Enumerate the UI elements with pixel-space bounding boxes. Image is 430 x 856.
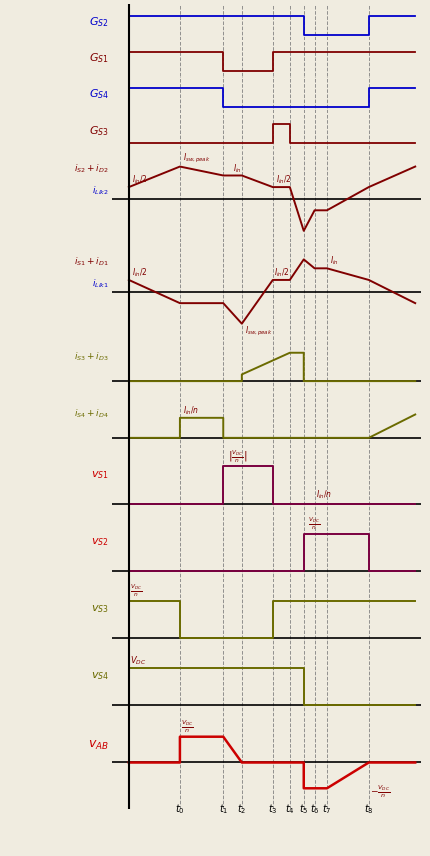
Text: $i_{Llk2}$: $i_{Llk2}$ xyxy=(92,184,109,197)
Text: $I_{sw,peak}$: $I_{sw,peak}$ xyxy=(245,324,272,337)
Text: $I_{in}/2$: $I_{in}/2$ xyxy=(274,266,290,279)
Text: $\frac{V_{DC}}{n}$: $\frac{V_{DC}}{n}$ xyxy=(308,515,321,532)
Text: $G_{S2}$: $G_{S2}$ xyxy=(89,15,109,29)
Text: $I_{sw,peak}$: $I_{sw,peak}$ xyxy=(183,152,210,165)
Text: $i_{S4}+i_{D4}$: $i_{S4}+i_{D4}$ xyxy=(74,407,109,420)
Text: $I_{in}/2$: $I_{in}/2$ xyxy=(276,174,292,187)
Text: $V_{DC}$: $V_{DC}$ xyxy=(130,654,147,667)
Text: $\frac{V_{DC}}{n}$: $\frac{V_{DC}}{n}$ xyxy=(181,719,194,735)
Text: $t_2$: $t_2$ xyxy=(237,802,246,817)
Text: $t_4$: $t_4$ xyxy=(285,802,295,817)
Text: $t_5$: $t_5$ xyxy=(299,802,309,817)
Text: $t_3$: $t_3$ xyxy=(268,802,278,817)
Text: $i_{Llk1}$: $i_{Llk1}$ xyxy=(92,277,109,289)
Text: $v_{AB}$: $v_{AB}$ xyxy=(88,740,109,752)
Text: $t_1$: $t_1$ xyxy=(218,802,228,817)
Text: $\frac{V_{DC}}{n}$: $\frac{V_{DC}}{n}$ xyxy=(130,584,143,599)
Text: $G_{S4}$: $G_{S4}$ xyxy=(89,87,109,102)
Text: $I_{in}/2$: $I_{in}/2$ xyxy=(132,266,147,279)
Text: $i_{S3}+i_{D3}$: $i_{S3}+i_{D3}$ xyxy=(74,351,109,363)
Text: $t_8$: $t_8$ xyxy=(364,802,374,817)
Text: $-\frac{V_{DC}}{n}$: $-\frac{V_{DC}}{n}$ xyxy=(370,784,391,800)
Text: $v_{S1}$: $v_{S1}$ xyxy=(91,469,109,480)
Text: $I_{in}$: $I_{in}$ xyxy=(233,162,241,175)
Text: $i_{S1}+i_{D1}$: $i_{S1}+i_{D1}$ xyxy=(74,256,109,268)
Text: $I_{in}/n$: $I_{in}/n$ xyxy=(183,405,199,417)
Text: $\left|\frac{V_{DC}}{n}\right|$: $\left|\frac{V_{DC}}{n}\right|$ xyxy=(228,449,247,465)
Text: $v_{S4}$: $v_{S4}$ xyxy=(91,670,109,681)
Text: $v_{S3}$: $v_{S3}$ xyxy=(91,603,109,615)
Text: $t_7$: $t_7$ xyxy=(322,802,332,817)
Text: $v_{S2}$: $v_{S2}$ xyxy=(91,536,109,548)
Text: $I_{in}/2$: $I_{in}/2$ xyxy=(132,174,147,187)
Text: $i_{S2}+i_{D2}$: $i_{S2}+i_{D2}$ xyxy=(74,163,109,175)
Text: $I_{in}/n$: $I_{in}/n$ xyxy=(316,489,332,501)
Text: $G_{S3}$: $G_{S3}$ xyxy=(89,124,109,138)
Text: $t_0$: $t_0$ xyxy=(175,802,185,817)
Text: $t_6$: $t_6$ xyxy=(310,802,319,817)
Text: $G_{S1}$: $G_{S1}$ xyxy=(89,51,109,65)
Text: $I_{in}$: $I_{in}$ xyxy=(330,255,339,267)
